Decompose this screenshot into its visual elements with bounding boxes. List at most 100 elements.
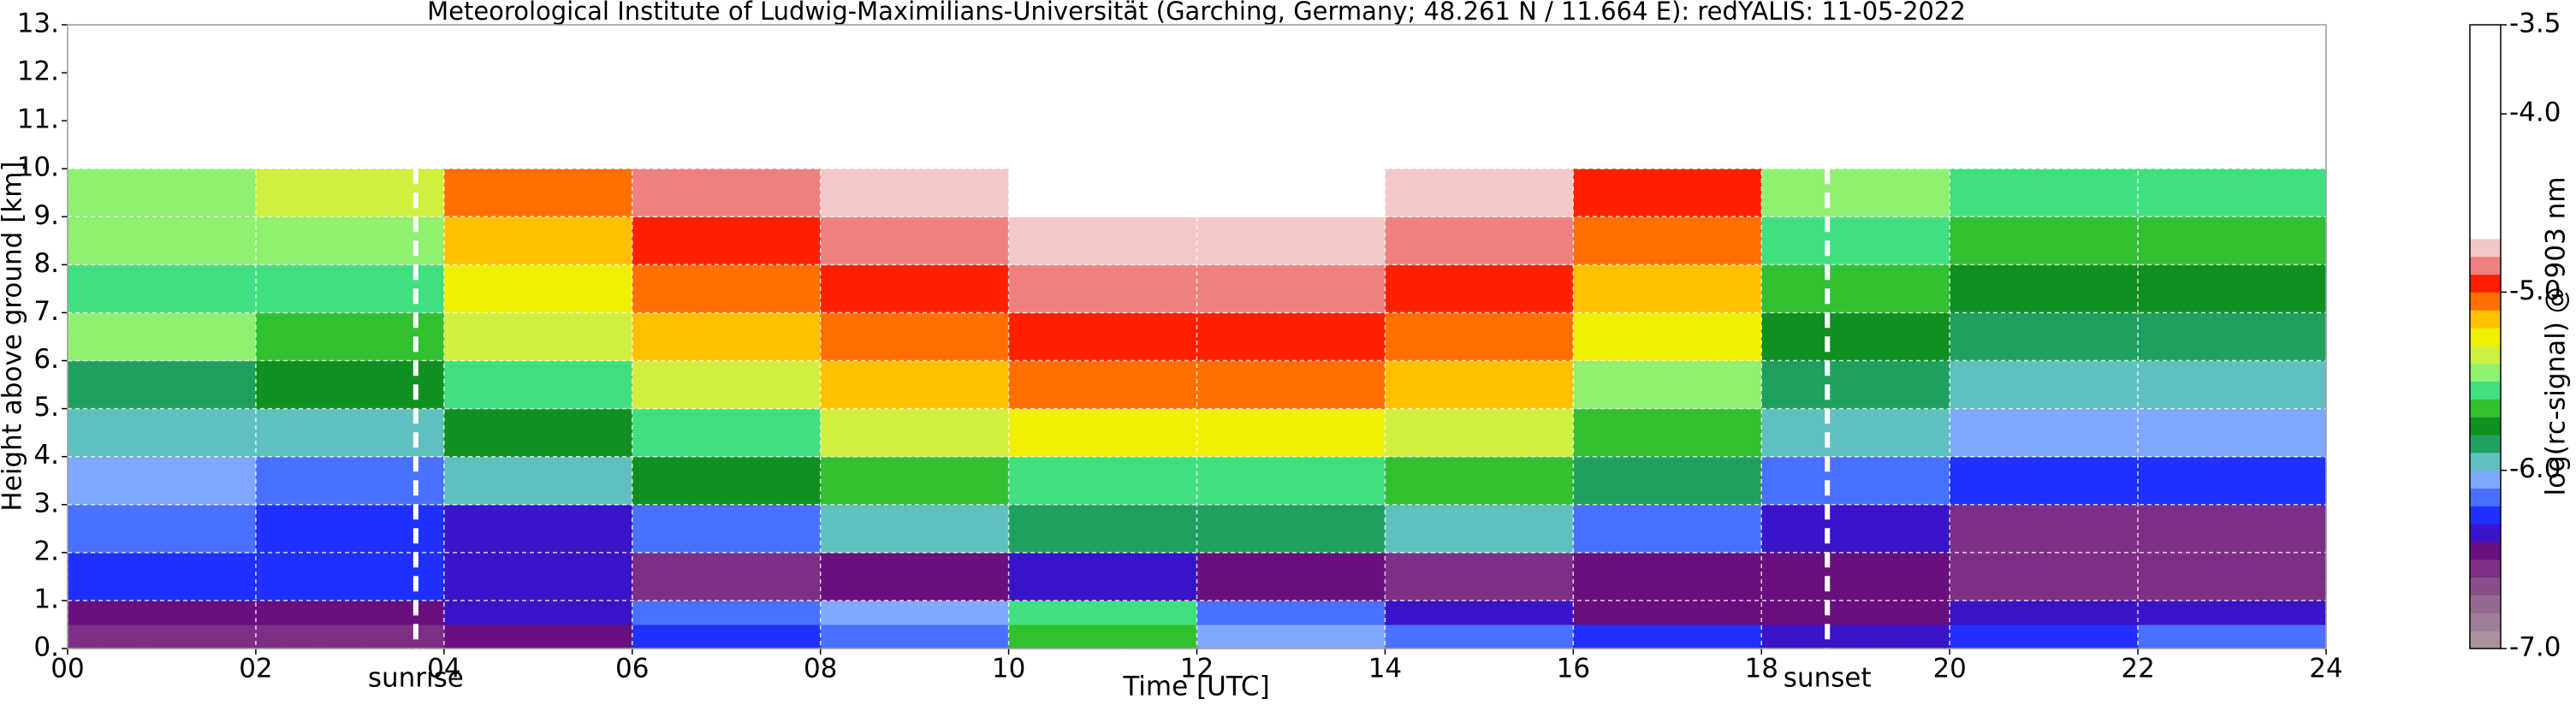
heatmap-cell	[1950, 264, 2139, 313]
heatmap-cell	[1196, 169, 1386, 217]
heatmap-cell	[632, 169, 822, 217]
heatmap-cell	[1950, 456, 2139, 506]
colorbar-band	[2470, 559, 2501, 578]
y-tick-label: 8.	[33, 248, 59, 279]
heatmap-cell	[1950, 312, 2139, 362]
heatmap-cell	[1196, 408, 1386, 458]
heatmap-cell	[1385, 456, 1574, 506]
heatmap-cell	[1761, 408, 1950, 458]
heatmap-cell	[443, 552, 633, 601]
heatmap-cell	[443, 360, 633, 410]
heatmap-cell	[1385, 264, 1574, 313]
y-tick-label: 0.	[33, 632, 59, 663]
y-tick-label: 7.	[33, 296, 59, 327]
colorbar-band	[2470, 238, 2501, 258]
heatmap-cell	[1385, 360, 1574, 410]
y-tick-label: 1.	[33, 584, 59, 614]
heatmap-cell	[820, 600, 1010, 625]
x-axis-label: Time [UTC]	[1122, 672, 1269, 702]
x-tick-label: 24	[2309, 654, 2342, 684]
heatmap-cell	[2138, 216, 2327, 265]
heatmap-cell	[68, 360, 257, 410]
heatmap-cell	[1950, 408, 2139, 458]
heatmap-cell	[1573, 624, 1762, 649]
colorbar-band	[2470, 452, 2501, 471]
heatmap-cell	[1196, 456, 1386, 506]
annotation-label: sunrise	[368, 663, 464, 694]
x-tick-label: 16	[1557, 654, 1590, 684]
heatmap-cell	[1385, 312, 1574, 362]
colorbar-band	[2470, 613, 2501, 631]
heatmap-cell	[1008, 360, 1197, 410]
heatmap-cell	[255, 624, 445, 649]
heatmap-cell	[632, 456, 822, 506]
heatmap-cell	[820, 216, 1010, 265]
heatmap-cell	[820, 408, 1010, 458]
heatmap-cell	[255, 169, 445, 217]
colorbar-band	[2470, 256, 2501, 275]
heatmap-cell	[1761, 456, 1950, 506]
heatmap-cell	[1573, 504, 1762, 554]
y-tick-label: 3.	[33, 488, 59, 518]
heatmap-cell	[1008, 552, 1197, 601]
heatmap-cell	[632, 312, 822, 362]
heatmap-cell	[68, 624, 257, 649]
x-tick-label: 00	[50, 654, 84, 684]
heatmap-cell	[1950, 504, 2139, 554]
y-tick-label: 12.	[17, 56, 59, 87]
heatmap-cell	[820, 360, 1010, 410]
heatmap-cell	[1761, 600, 1950, 625]
heatmap-cell	[255, 600, 445, 625]
x-tick-label: 22	[2121, 654, 2154, 684]
heatmap-cell	[255, 408, 445, 458]
heatmap-cell	[1385, 552, 1574, 601]
heatmap-cell	[2138, 624, 2327, 649]
colorbar-tick-label: -4.0	[2509, 98, 2561, 128]
colorbar-label: log(rc-signal) @ 903 nm	[2541, 176, 2572, 495]
colorbar-tick-label: -6.0	[2509, 453, 2561, 484]
colorbar-band	[2470, 310, 2501, 329]
heatmap-cell	[1008, 600, 1197, 625]
y-tick-label: 10.	[17, 152, 59, 183]
heatmap-cell	[632, 264, 822, 313]
colorbar-band	[2470, 274, 2501, 293]
heatmap-cell	[632, 216, 822, 265]
heatmap-cell	[1385, 216, 1574, 265]
heatmap-cell	[68, 600, 257, 625]
heatmap-cell	[1950, 600, 2139, 625]
heatmap-cell	[443, 312, 633, 362]
heatmap-cell	[632, 552, 822, 601]
heatmap-cell	[443, 456, 633, 506]
heatmap-cell	[1573, 360, 1762, 410]
heatmap-cell	[1950, 169, 2139, 217]
colorbar-band	[2470, 524, 2501, 542]
heatmap-cell	[1008, 169, 1197, 217]
heatmap-cell	[1761, 312, 1950, 362]
heatmap-cell	[1008, 312, 1197, 362]
heatmap-cell	[255, 360, 445, 410]
colorbar-frame	[2469, 24, 2502, 649]
annotation-label: sunset	[1784, 663, 1872, 694]
y-tick-label: 9.	[33, 200, 59, 231]
heatmap-cell	[2138, 504, 2327, 554]
heatmap-cell	[443, 600, 633, 625]
heatmap-cell	[1761, 552, 1950, 601]
y-tick-label: 2.	[33, 536, 59, 566]
heatmap-cell	[2138, 360, 2327, 410]
colorbar-band	[2470, 506, 2501, 524]
heatmap-cell	[820, 264, 1010, 313]
colorbar-band	[2470, 363, 2501, 382]
colorbar-tick-label: -3.5	[2509, 9, 2561, 39]
heatmap-cell	[1950, 216, 2139, 265]
x-tick-label: 08	[804, 654, 837, 684]
heatmap-cell	[1573, 216, 1762, 265]
heatmap-cell	[68, 216, 257, 265]
heatmap-cell	[443, 624, 633, 649]
heatmap-cell	[255, 312, 445, 362]
heatmap-cell	[68, 312, 257, 362]
heatmap-cell	[820, 504, 1010, 554]
heatmap-cell	[443, 264, 633, 313]
heatmap-cell	[255, 552, 445, 601]
heatmap-cell	[255, 216, 445, 265]
heatmap-cell	[1573, 552, 1762, 601]
